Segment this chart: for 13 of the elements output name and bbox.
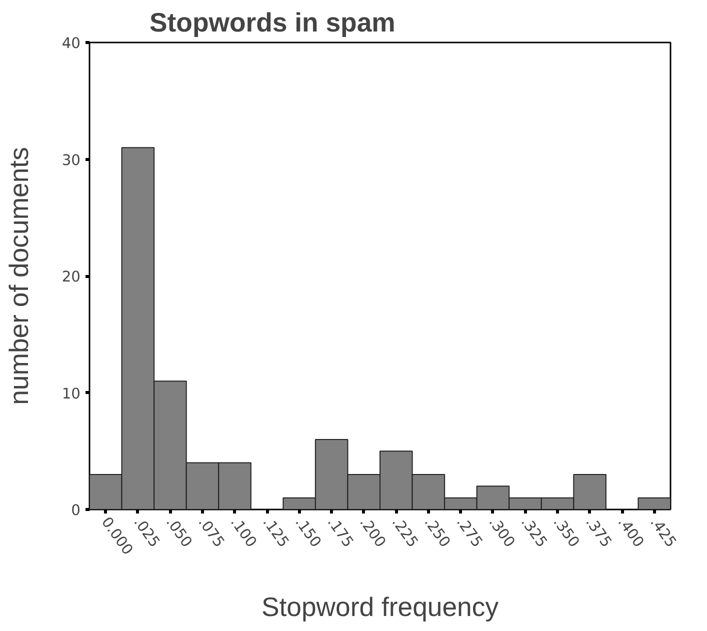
x-tick-label: .425 (646, 514, 680, 551)
chart-title: Stopwords in spam (150, 8, 396, 38)
y-tick-label: 20 (62, 268, 81, 286)
x-tick-label: .400 (614, 514, 648, 551)
y-tick-label: 30 (62, 152, 81, 169)
y-tick-label: 40 (62, 35, 81, 52)
bar (638, 497, 670, 510)
y-tick-label: 10 (62, 385, 81, 402)
y-tick-label: 0 (71, 502, 81, 519)
x-tick-label: .075 (194, 514, 228, 551)
x-axis-title: Stopword frequency (261, 592, 500, 622)
y-axis-title: number of documents (4, 147, 34, 405)
x-tick-label: .050 (162, 514, 196, 551)
